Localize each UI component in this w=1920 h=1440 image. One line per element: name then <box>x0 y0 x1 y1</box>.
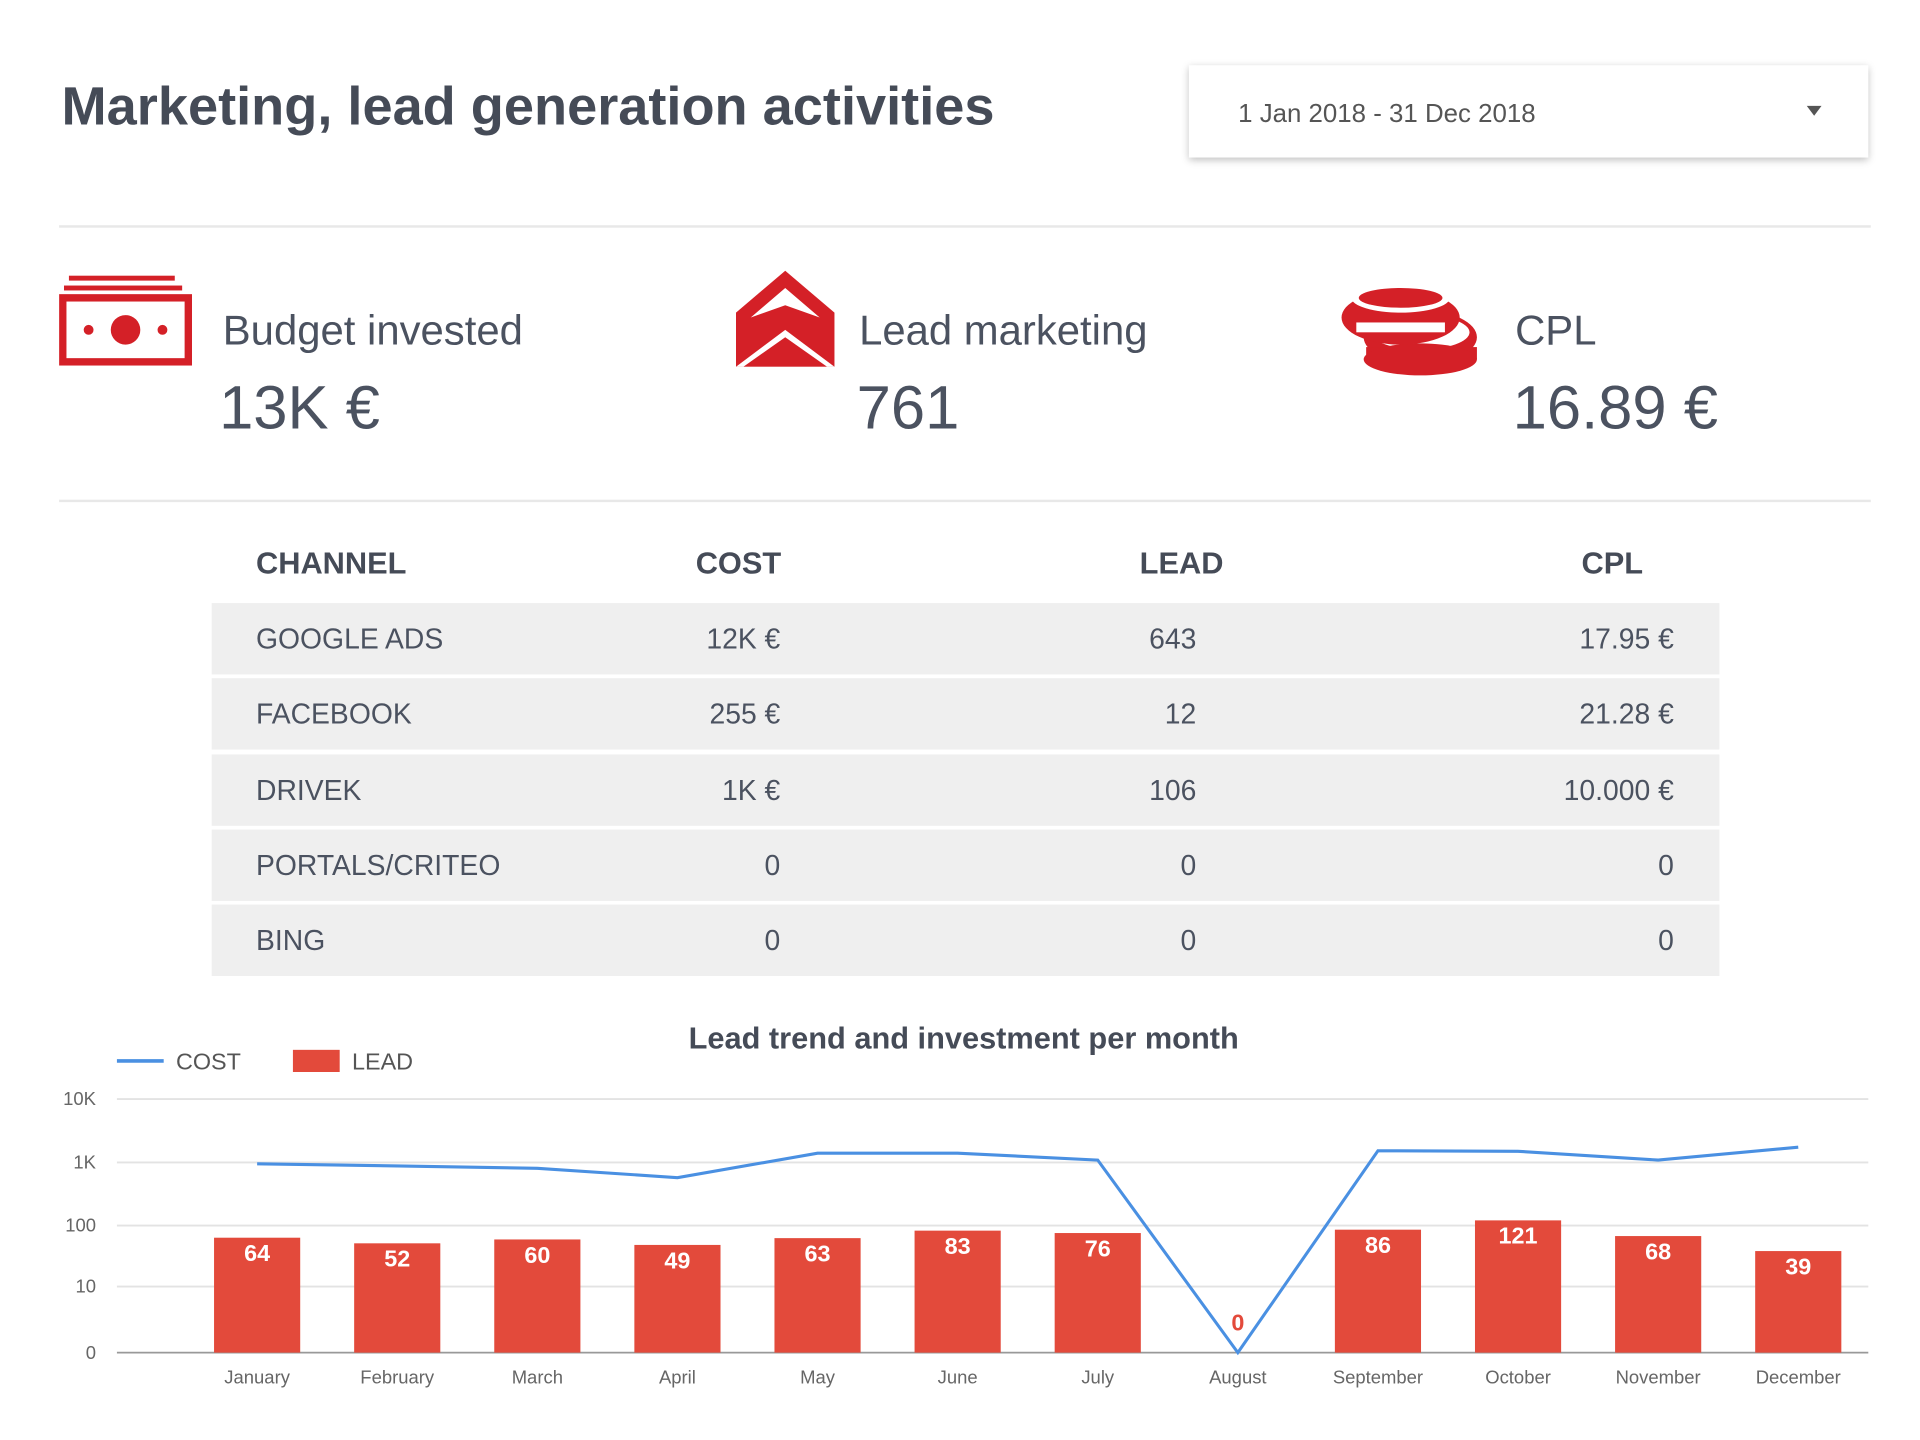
bar-label: 76 <box>1085 1235 1111 1261</box>
bar-label: 0 <box>1231 1309 1244 1335</box>
bar-label: 86 <box>1365 1232 1391 1258</box>
x-tick-label: May <box>800 1366 836 1387</box>
kpi-value: 761 <box>856 372 960 442</box>
x-tick-label: October <box>1485 1366 1551 1387</box>
table-cell: PORTALS/CRITEO <box>255 849 501 882</box>
table-row <box>211 678 1720 750</box>
table-cell: 0 <box>764 849 781 882</box>
table-cell: 12 <box>1164 698 1197 731</box>
bar <box>1615 1236 1702 1353</box>
page-title: Marketing, lead generation activities <box>61 76 995 137</box>
table-cell: 255 € <box>709 698 781 731</box>
bar-label: 63 <box>805 1241 831 1267</box>
x-tick-label: July <box>1081 1366 1115 1387</box>
column-header: CPL <box>1581 546 1644 581</box>
x-tick-label: November <box>1616 1366 1701 1387</box>
table-cell: GOOGLE ADS <box>255 622 444 655</box>
coins-icon <box>1341 283 1477 376</box>
bar-label: 39 <box>1785 1253 1811 1279</box>
chart-title: Lead trend and investment per month <box>689 1021 1239 1056</box>
bar-label: 49 <box>664 1247 690 1273</box>
legend-swatch <box>292 1049 340 1072</box>
bar <box>634 1244 721 1353</box>
table-cell: 0 <box>1658 849 1674 882</box>
column-header: CHANNEL <box>255 546 407 581</box>
cost-line <box>257 1145 1799 1356</box>
bar-label: 83 <box>945 1233 971 1259</box>
table-cell: 0 <box>1658 924 1674 957</box>
table-cell: DRIVEK <box>255 773 362 806</box>
y-tick-label: 0 <box>86 1342 96 1363</box>
table-row <box>211 904 1720 977</box>
x-tick-label: February <box>360 1366 435 1387</box>
kpi-value: 16.89 € <box>1512 372 1718 442</box>
x-tick-label: August <box>1209 1366 1266 1387</box>
bar <box>774 1238 861 1353</box>
table-row <box>211 753 1720 826</box>
money-icon <box>59 275 192 366</box>
separator <box>59 225 1871 228</box>
bar-label: 52 <box>384 1246 410 1272</box>
bar <box>1755 1251 1842 1353</box>
separator <box>59 499 1871 503</box>
bar-label: 60 <box>524 1242 550 1268</box>
table-row <box>211 603 1720 675</box>
dropdown-arrow <box>1806 105 1822 116</box>
kpi-label: Budget invested <box>222 307 523 355</box>
x-tick-label: March <box>512 1366 563 1387</box>
table-cell: 21.28 € <box>1579 698 1674 731</box>
bar <box>214 1237 301 1353</box>
bar <box>354 1243 441 1353</box>
kpi-value: 13K € <box>219 372 380 442</box>
x-tick-label: December <box>1756 1366 1841 1387</box>
y-tick-label: 10K <box>63 1088 97 1109</box>
table-cell: FACEBOOK <box>255 698 412 731</box>
envelope-icon <box>735 270 835 367</box>
x-tick-label: June <box>938 1366 978 1387</box>
x-tick-label: September <box>1333 1366 1423 1387</box>
y-tick-label: 1K <box>73 1152 96 1173</box>
table-cell: 106 <box>1149 773 1197 806</box>
table-cell: 0 <box>1180 924 1197 957</box>
table-cell: 17.95 € <box>1579 622 1674 655</box>
bar <box>1474 1220 1562 1353</box>
legend-label: LEAD <box>352 1049 413 1075</box>
bar <box>914 1230 1001 1353</box>
table-cell: 0 <box>1180 849 1197 882</box>
chart: Lead trend and investment per month 0 10 1… <box>63 1021 1869 1387</box>
y-tick-label: 10 <box>75 1276 96 1297</box>
table-cell: 1K € <box>722 773 781 806</box>
x-tick-label: January <box>224 1366 290 1387</box>
kpi-label: CPL <box>1515 307 1597 355</box>
bar-label: 121 <box>1499 1223 1538 1249</box>
legend-label: COST <box>176 1049 241 1075</box>
table-cell: 643 <box>1149 622 1197 655</box>
date-range-picker[interactable]: 1 Jan 2018 - 31 Dec 2018 <box>1188 65 1869 158</box>
bar <box>1334 1229 1422 1353</box>
bar-label: 68 <box>1645 1238 1671 1264</box>
table-cell: 12K € <box>706 622 781 655</box>
kpi-label: Lead marketing <box>859 307 1148 355</box>
bar <box>1054 1233 1141 1353</box>
table-cell: BING <box>255 924 326 957</box>
x-tick-label: April <box>659 1366 696 1387</box>
column-header: LEAD <box>1139 546 1224 581</box>
column-header: COST <box>695 546 782 581</box>
date-range-text: 1 Jan 2018 - 31 Dec 2018 <box>1238 99 1536 128</box>
bar <box>494 1239 581 1353</box>
table-cell: 0 <box>764 924 781 957</box>
table-row <box>211 829 1720 901</box>
bar-label: 64 <box>244 1240 270 1266</box>
y-tick-label: 100 <box>65 1215 96 1236</box>
table-cell: 10.000 € <box>1563 773 1674 806</box>
